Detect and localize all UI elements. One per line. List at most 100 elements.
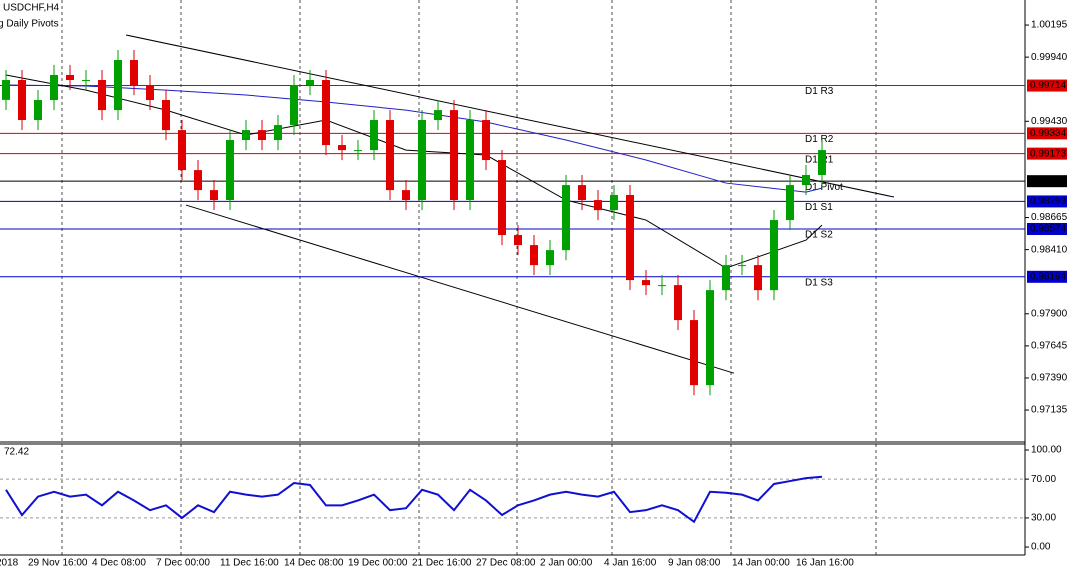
candle-body — [258, 130, 266, 141]
period-separators — [61, 0, 877, 555]
candle-body — [194, 170, 202, 191]
pivot-value-label: 0.99714 — [1030, 80, 1067, 91]
y-tick-label: 1.00195 — [1031, 20, 1068, 31]
pivot-value-box — [1027, 195, 1067, 208]
candle-body — [274, 125, 282, 141]
candle-body — [82, 80, 90, 82]
candle-body — [722, 265, 730, 291]
x-tick-label: 11 Dec 16:00 — [220, 558, 279, 569]
x-tick-label: 4 Dec 08:00 — [92, 558, 146, 569]
candle-body — [786, 185, 794, 221]
trendline — [185, 204, 735, 374]
x-tick-label: 2 Jan 00:00 — [540, 558, 593, 569]
pivot-name: D1 Pivot — [805, 182, 843, 193]
y-tick-label: 0.97900 — [1031, 308, 1068, 319]
candle-body — [658, 285, 666, 287]
candle-body — [34, 100, 42, 121]
candle-body — [18, 80, 26, 121]
y-tick-label: 0.98410 — [1031, 244, 1068, 255]
x-tick-label: 7 Dec 00:00 — [156, 558, 210, 569]
x-tick-label: 19 Dec 00:00 — [348, 558, 408, 569]
candle-body — [418, 120, 426, 201]
candle-body — [498, 160, 506, 236]
y-tick-label: 0.97135 — [1031, 405, 1068, 416]
candle-body — [306, 80, 314, 86]
candle-body — [114, 60, 122, 111]
y-tick-label: 0.99430 — [1031, 116, 1068, 127]
candle-body — [546, 250, 554, 266]
x-tick-label: 2018 — [0, 558, 19, 569]
moving-average — [5, 74, 823, 269]
candle-body — [578, 185, 586, 201]
candle-body — [66, 74, 74, 81]
candle-body — [706, 290, 714, 386]
pivot-value-label: 0.99173 — [1030, 148, 1067, 159]
pivot-value-label: 0.98574 — [1030, 224, 1067, 235]
candle-body — [322, 80, 330, 146]
x-tick-label: 29 Nov 16:00 — [28, 558, 88, 569]
pivot-name: D1 S3 — [805, 277, 833, 288]
symbol-title: USDCHF,H4 — [3, 3, 60, 14]
x-tick-label: 16 Jan 16:00 — [796, 558, 854, 569]
candle-body — [226, 140, 234, 201]
trendline — [125, 34, 895, 198]
y-tick-label: 70.00 — [1031, 474, 1056, 485]
rsi-line — [5, 475, 823, 524]
pivot-value-box — [1027, 222, 1067, 235]
y-tick-label: 30.00 — [1031, 513, 1056, 524]
y-tick-label: 0.00 — [1031, 542, 1051, 553]
candle-body — [514, 235, 522, 246]
candle-body — [98, 80, 106, 111]
candle-body — [738, 265, 746, 267]
candle-body — [626, 195, 634, 281]
pivot-name: D1 R2 — [805, 134, 834, 145]
x-tick-label: 9 Jan 08:00 — [668, 558, 721, 569]
candle-body — [178, 130, 186, 171]
pivot-value-label: 0.99334 — [1030, 128, 1067, 139]
pivot-value-box — [1027, 127, 1067, 140]
rsi-current-value: 72.42 — [4, 447, 29, 458]
pivot-name: D1 S2 — [805, 230, 833, 241]
candle-body — [530, 245, 538, 266]
x-tick-label: 14 Dec 08:00 — [284, 558, 344, 569]
candle-body — [354, 150, 362, 152]
pivot-name: D1 S1 — [805, 202, 833, 213]
candle-body — [610, 195, 618, 211]
candle-body — [562, 185, 570, 251]
y-tick-label: 0.97390 — [1031, 373, 1068, 384]
candle-body — [338, 145, 346, 151]
y-tick-label: 0.98665 — [1031, 212, 1068, 223]
candle-body — [290, 85, 298, 126]
y-tick-label: 0.99940 — [1031, 52, 1068, 63]
pivot-value-box — [1027, 270, 1067, 283]
x-tick-label: 21 Dec 16:00 — [412, 558, 472, 569]
candle-body — [818, 150, 826, 176]
candle-body — [370, 120, 378, 151]
x-tick-label: 14 Jan 00:00 — [732, 558, 790, 569]
candle-body — [594, 200, 602, 211]
pivot-value-label: 0.98194 — [1030, 271, 1067, 282]
x-tick-label: 4 Jan 16:00 — [604, 558, 657, 569]
candle-body — [386, 120, 394, 191]
candle-body — [146, 85, 154, 101]
candle-body — [130, 60, 138, 86]
candle-body — [210, 190, 218, 201]
indicator-title: g Daily Pivots — [0, 19, 59, 30]
candle-body — [642, 280, 650, 286]
pivot-value-box — [1027, 147, 1067, 160]
pivot-value-label: 0.98954 — [1030, 176, 1067, 187]
candle-body — [674, 285, 682, 321]
x-tick-label: 27 Dec 08:00 — [476, 558, 536, 569]
candle-body — [50, 74, 58, 101]
candle-body — [754, 265, 762, 291]
pivot-value-box — [1027, 79, 1067, 92]
candle-body — [770, 220, 778, 291]
candle-body — [802, 175, 810, 186]
pivot-value-label: 0.98793 — [1030, 196, 1067, 207]
pivot-value-box — [1027, 175, 1067, 188]
y-tick-label: 0.97645 — [1031, 341, 1068, 352]
candle-body — [162, 100, 170, 131]
candle-body — [242, 130, 250, 141]
